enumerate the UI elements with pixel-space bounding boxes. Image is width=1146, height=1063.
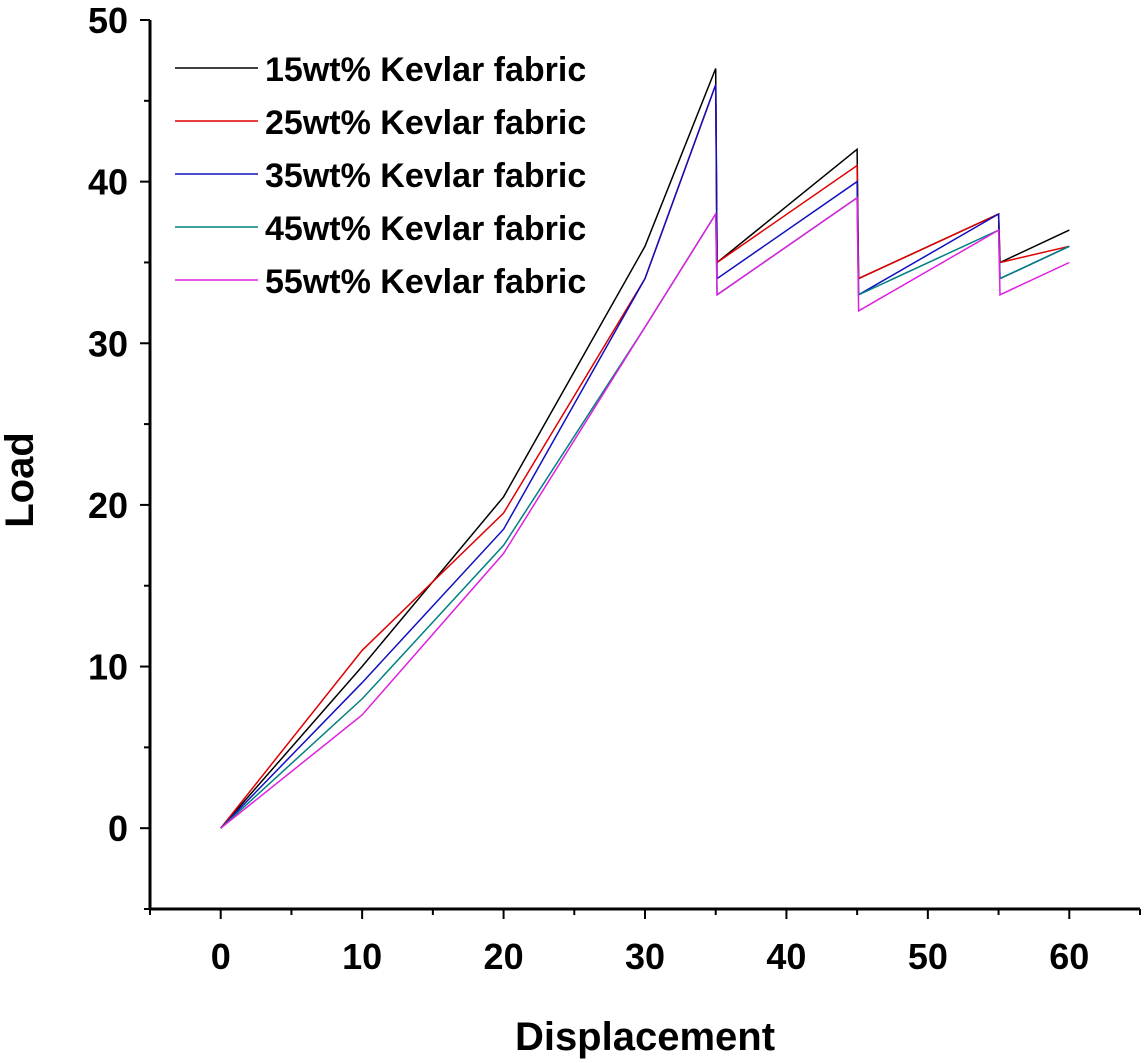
legend: 15wt% Kevlar fabric 25wt% Kevlar fabric 35… xyxy=(175,51,586,301)
y-tick-label: 20 xyxy=(88,485,128,526)
x-tick-label: 40 xyxy=(766,936,806,977)
x-tick-label: 50 xyxy=(908,936,948,977)
y-axis-title: Load xyxy=(0,432,42,528)
legend-label: 35wt% Kevlar fabric xyxy=(265,157,586,195)
legend-label: 25wt% Kevlar fabric xyxy=(265,104,586,142)
x-tick-label: 10 xyxy=(342,936,382,977)
x-tick-label: 20 xyxy=(484,936,524,977)
plot-axes xyxy=(148,20,1140,911)
y-tick-label: 30 xyxy=(88,323,128,364)
x-tick-label: 60 xyxy=(1049,936,1089,977)
axis-ticks: 0 10 20 30 40 50 60 0 10 20 30 40 50 xyxy=(88,0,1141,977)
y-tick-label: 10 xyxy=(88,647,128,688)
y-tick-label: 50 xyxy=(88,0,128,41)
x-axis-title: Displacement xyxy=(515,1015,775,1059)
legend-label: 55wt% Kevlar fabric xyxy=(265,263,586,301)
data-series xyxy=(220,68,1070,829)
y-tick-label: 40 xyxy=(88,162,128,203)
series-line xyxy=(220,84,1070,829)
y-tick-label: 0 xyxy=(108,808,128,849)
x-tick-label: 0 xyxy=(211,936,231,977)
series-line xyxy=(220,196,1070,829)
legend-label: 15wt% Kevlar fabric xyxy=(265,51,586,89)
x-tick-label: 30 xyxy=(625,936,665,977)
series-line xyxy=(220,84,1070,829)
legend-label: 45wt% Kevlar fabric xyxy=(265,210,586,248)
